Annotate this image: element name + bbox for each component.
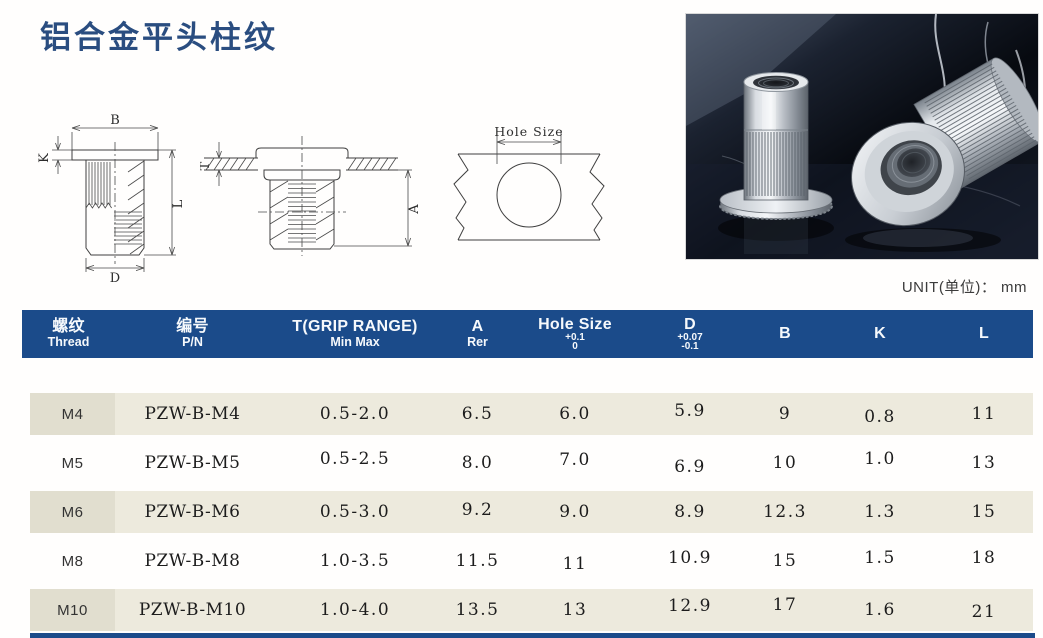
header-cell-b-line1: B <box>779 324 791 342</box>
value-cell: 10 <box>772 453 798 473</box>
value-cell: 5.9 <box>674 401 706 421</box>
value-cell: 9 <box>778 404 792 424</box>
dim-label-A: A <box>407 204 420 215</box>
value-cell: 15 <box>971 502 997 522</box>
header-cell-holesize-line3: 0 <box>572 341 578 353</box>
dim-label-L: L <box>171 199 186 208</box>
header-cell-pn: 编号 P/N <box>115 318 270 349</box>
value-cell: 0.5-2.5 <box>319 449 391 469</box>
header-cell-a-line2: Rer <box>467 334 488 349</box>
value-cell: PZW-B-M8 <box>144 551 241 571</box>
page-title: 铝合金平头柱纹 <box>40 20 278 56</box>
thread-cell: M10 <box>30 589 115 631</box>
header-cell-a-line1: A <box>471 318 484 336</box>
value-cell: 1.0 <box>864 449 896 469</box>
header-cell-a: A Rer <box>440 318 515 349</box>
header-cell-holesize: Hole Size +0.1 0 <box>515 315 635 353</box>
header-cell-pn-line1: 编号 <box>176 318 209 336</box>
value-cell: 7.0 <box>559 450 591 470</box>
value-cell: 13.5 <box>455 600 500 620</box>
header-cell-pn-line2: P/N <box>182 334 203 349</box>
product-photo <box>685 13 1043 260</box>
value-cell: PZW-B-M5 <box>144 453 241 473</box>
value-cell: 10.9 <box>668 548 712 568</box>
value-cell: 0.5-3.0 <box>319 502 391 522</box>
table-row-M6: M6 PZW-B-M6 0.5-3.0 9.2 9.0 8.9 12.3 1.3 15 <box>30 491 1033 533</box>
value-cell: 1.0-4.0 <box>319 600 391 620</box>
value-cell: 11.5 <box>455 551 500 571</box>
thread-cell: M6 <box>30 491 115 533</box>
dim-label-D: D <box>110 271 120 284</box>
value-cell: 12.9 <box>668 596 712 616</box>
value-cell: 13 <box>971 453 997 473</box>
thread-cell: M8 <box>61 552 84 570</box>
value-cell: 6.9 <box>674 457 706 477</box>
header-cell-grip: T(GRIP RANGE) Min Max <box>270 318 440 349</box>
dim-label-B: B <box>110 113 120 128</box>
value-cell: 12.3 <box>763 502 807 522</box>
value-cell: PZW-B-M4 <box>144 404 241 424</box>
value-cell: 11 <box>971 404 997 424</box>
rivet-nut-tilted <box>845 57 1043 252</box>
value-cell: 11 <box>562 554 588 574</box>
value-cell: 0.8 <box>864 407 896 427</box>
value-cell: 1.5 <box>864 548 896 568</box>
thread-cell: M5 <box>61 454 84 472</box>
table-row-M4: M4 PZW-B-M4 0.5-2.0 6.5 6.0 5.9 9 0.8 11 <box>30 393 1033 435</box>
value-cell: 9.2 <box>461 500 494 520</box>
table-row-M10: M10 PZW-B-M10 1.0-4.0 13.5 13 12.9 17 1.6 21 <box>30 589 1033 631</box>
installed-view-drawing: T A <box>200 116 420 258</box>
header-cell-thread-line1: 螺纹 <box>52 318 85 336</box>
header-cell-b: B <box>745 324 825 343</box>
value-cell: 0.5-2.0 <box>319 404 391 424</box>
value-cell: 8.9 <box>674 502 706 522</box>
header-cell-d: D +0.07 -0.1 <box>635 315 745 353</box>
dim-label-K: K <box>37 153 52 163</box>
header-cell-d-line2: +0.07 <box>677 332 703 344</box>
header-cell-holesize-line1: Hole Size <box>538 315 612 333</box>
value-cell: 1.0-3.5 <box>319 551 391 571</box>
header-cell-d-line3: -0.1 <box>681 341 699 353</box>
dim-label-T: T <box>200 161 213 170</box>
header-cell-d-line1: D <box>684 315 696 333</box>
header-cell-holesize-line2: +0.1 <box>565 332 585 344</box>
header-cell-grip-line2: Min Max <box>330 334 380 349</box>
rivet-nut-upright <box>718 72 834 254</box>
header-cell-thread-line2: Thread <box>47 334 90 349</box>
hole-size-drawing: Hole Size <box>444 122 616 258</box>
value-cell: 21 <box>971 602 997 622</box>
value-cell: 18 <box>971 548 997 568</box>
value-cell: 17 <box>772 595 798 615</box>
header-cell-k: K <box>825 324 935 343</box>
value-cell: 13 <box>562 600 588 620</box>
header-cell-k-line1: K <box>874 324 886 342</box>
thread-cell: M4 <box>30 393 115 435</box>
value-cell: 1.3 <box>864 502 896 522</box>
table-body: M4 PZW-B-M4 0.5-2.0 6.5 6.0 5.9 9 0.8 11 M5 PZW-B-… <box>30 393 1033 631</box>
partial-next-header-bar <box>30 633 1035 638</box>
value-cell: 6.5 <box>461 404 494 424</box>
value-cell: 15 <box>772 551 798 571</box>
unit-label: UNIT(单位)： mm <box>901 279 1027 296</box>
value-cell: 8.0 <box>461 453 494 473</box>
table-header-row: 螺纹 Thread 编号 P/N T(GRIP RANGE) Min Max A Rer Hol… <box>22 310 1033 358</box>
table-row-M5: M5 PZW-B-M5 0.5-2.5 8.0 7.0 6.9 10 1.0 13 <box>30 442 1033 484</box>
dim-label-hole-size: Hole Size <box>494 124 563 139</box>
value-cell: 1.6 <box>864 600 896 620</box>
header-cell-l-line1: L <box>978 324 990 342</box>
value-cell: PZW-B-M10 <box>138 600 247 620</box>
value-cell: 6.0 <box>559 404 591 424</box>
value-cell: 9.0 <box>559 502 591 522</box>
header-cell-grip-line1: T(GRIP RANGE) <box>292 318 418 336</box>
section-view-drawing: B K L <box>24 106 192 284</box>
table-row-M8: M8 PZW-B-M8 1.0-3.5 11.5 11 10.9 15 1.5 18 <box>30 540 1033 582</box>
value-cell: PZW-B-M6 <box>144 502 241 522</box>
header-cell-l: L <box>935 324 1033 343</box>
header-cell-thread: 螺纹 Thread <box>22 318 115 349</box>
